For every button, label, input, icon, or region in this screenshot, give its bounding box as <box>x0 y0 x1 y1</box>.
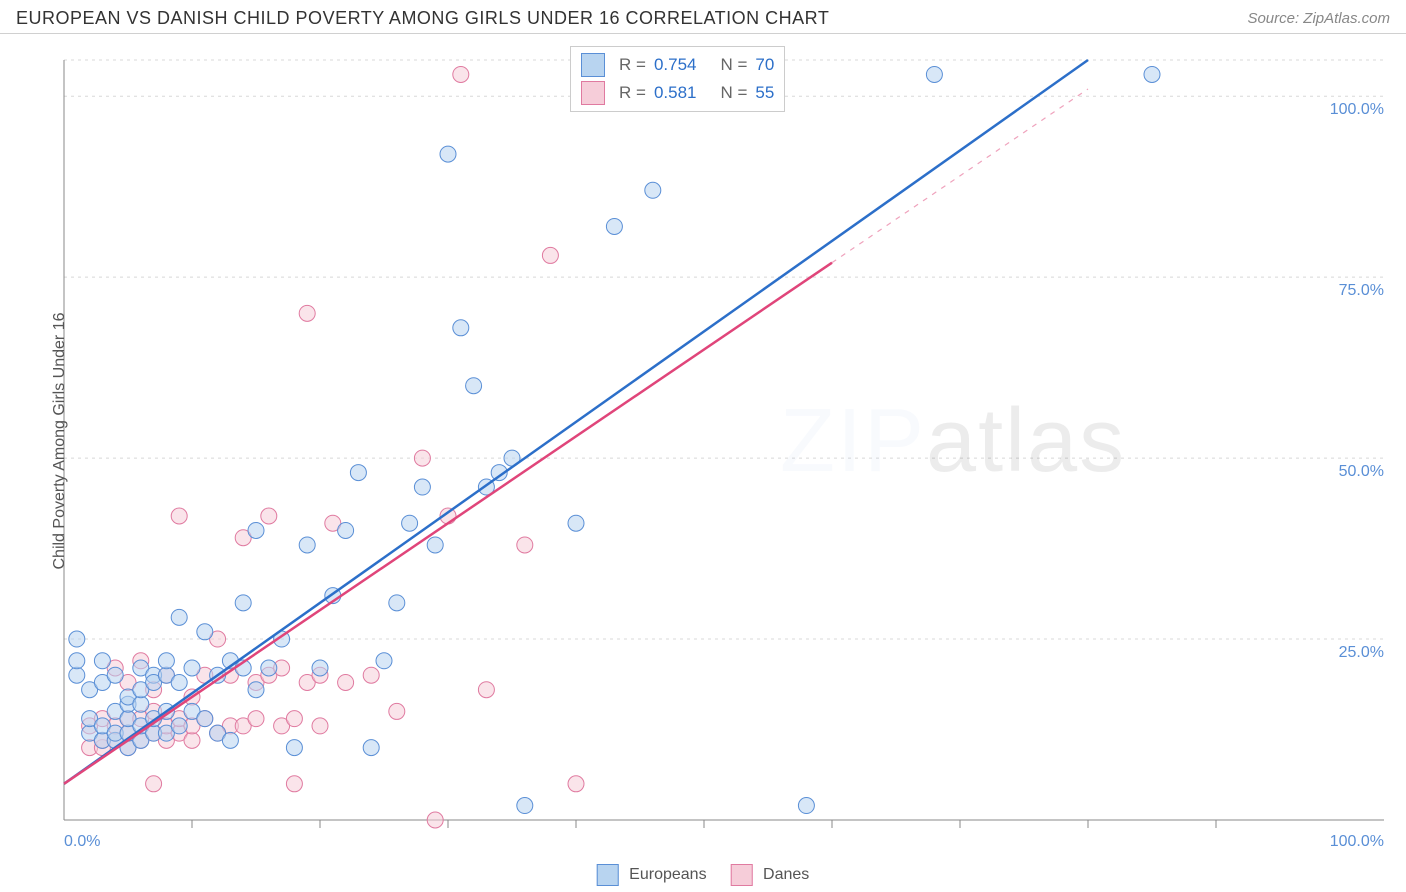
swatch-europeans-icon <box>597 864 619 886</box>
r-value-europeans: 0.754 <box>654 55 697 75</box>
y-axis-label: Child Poverty Among Girls Under 16 <box>51 313 69 570</box>
svg-text:100.0%: 100.0% <box>1330 833 1384 850</box>
legend-item-europeans: Europeans <box>597 864 707 886</box>
r-label: R = <box>619 83 646 103</box>
swatch-danes-icon <box>581 81 605 105</box>
n-value-europeans: 70 <box>755 55 774 75</box>
scatter-chart: 25.0% 50.0% 75.0% 100.0% 0.0% 100.0% <box>48 46 1404 860</box>
swatch-danes-icon <box>731 864 753 886</box>
svg-text:25.0%: 25.0% <box>1339 644 1384 661</box>
chart-source: Source: ZipAtlas.com <box>1247 10 1390 27</box>
r-value-danes: 0.581 <box>654 83 697 103</box>
stats-row-danes: R = 0.581 N = 55 <box>581 79 774 107</box>
n-label: N = <box>720 55 747 75</box>
svg-text:100.0%: 100.0% <box>1330 101 1384 118</box>
svg-text:50.0%: 50.0% <box>1339 463 1384 480</box>
chart-area: Child Poverty Among Girls Under 16 25.0%… <box>48 46 1388 836</box>
swatch-europeans-icon <box>581 53 605 77</box>
svg-text:75.0%: 75.0% <box>1339 282 1384 299</box>
r-label: R = <box>619 55 646 75</box>
legend-label-europeans: Europeans <box>629 866 706 883</box>
chart-header: EUROPEAN VS DANISH CHILD POVERTY AMONG G… <box>0 0 1406 34</box>
n-value-danes: 55 <box>755 83 774 103</box>
chart-title: EUROPEAN VS DANISH CHILD POVERTY AMONG G… <box>16 8 829 29</box>
stats-row-europeans: R = 0.754 N = 70 <box>581 51 774 79</box>
bottom-legend: Europeans Danes <box>597 864 810 886</box>
svg-text:0.0%: 0.0% <box>64 833 100 850</box>
correlation-stats-box: R = 0.754 N = 70 R = 0.581 N = 55 <box>570 46 785 112</box>
legend-item-danes: Danes <box>731 864 810 886</box>
n-label: N = <box>720 83 747 103</box>
legend-label-danes: Danes <box>763 866 809 883</box>
